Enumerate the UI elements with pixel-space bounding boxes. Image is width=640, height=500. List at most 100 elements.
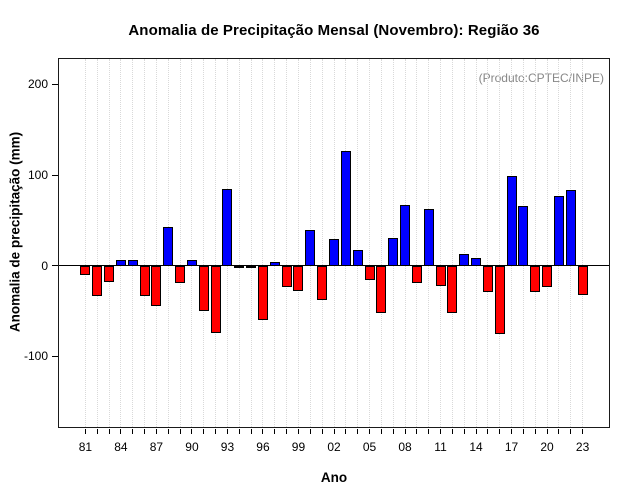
bar (210, 265, 221, 333)
bar (198, 265, 209, 311)
bar (447, 265, 458, 313)
y-tick-label: 0 (41, 258, 48, 273)
x-tick-mark (108, 429, 110, 434)
x-tick-label: 08 (398, 440, 412, 454)
bar (305, 230, 316, 266)
bar (127, 260, 138, 266)
x-tick-mark (321, 429, 323, 434)
x-tick-mark (144, 429, 146, 434)
gridline (262, 59, 264, 427)
bar (364, 265, 375, 281)
x-tick-mark (582, 429, 584, 434)
gridline (179, 59, 181, 427)
x-tick-mark (309, 429, 311, 434)
x-tick-label: 23 (575, 440, 590, 454)
y-tick-mark (52, 83, 58, 85)
x-tick-mark (570, 429, 572, 434)
x-tick-label: 14 (469, 440, 483, 454)
bar (518, 205, 529, 266)
gridline (132, 59, 134, 427)
x-tick-label: 02 (327, 440, 341, 454)
gridline (144, 59, 146, 427)
y-tick-mark (52, 355, 58, 357)
bar (80, 265, 91, 275)
bar (435, 265, 446, 286)
bar (400, 204, 411, 266)
bar (376, 265, 387, 313)
x-tick-mark (475, 429, 477, 434)
gridline (215, 59, 217, 427)
x-tick-label: 90 (185, 440, 199, 454)
bar (340, 151, 351, 266)
plot-area: (Produto:CPTEC/INPE) (58, 58, 610, 428)
x-tick-mark (274, 429, 276, 434)
y-tick-label: -100 (23, 349, 48, 364)
x-tick-mark (155, 429, 157, 434)
gridline (416, 59, 418, 427)
gridline (203, 59, 205, 427)
x-tick-mark (357, 429, 359, 434)
x-tick-mark (203, 429, 205, 434)
x-tick-mark (250, 429, 252, 434)
bar (269, 262, 280, 266)
x-tick-mark (487, 429, 489, 434)
x-tick-mark (191, 429, 193, 434)
x-tick-label: 17 (504, 440, 519, 454)
x-axis-label: Ano (320, 470, 348, 485)
gridline (274, 59, 276, 427)
bar (151, 265, 162, 307)
bar (459, 253, 470, 266)
gridline (108, 59, 110, 427)
x-tick-mark (120, 429, 122, 434)
x-tick-mark (416, 429, 418, 434)
x-tick-mark (369, 429, 370, 434)
bar (234, 265, 245, 269)
bar (577, 265, 588, 295)
x-tick-mark (499, 429, 501, 434)
x-tick-mark (511, 429, 513, 434)
x-tick-mark (286, 429, 288, 434)
bar (281, 265, 292, 288)
bar (293, 265, 304, 292)
gridline (96, 59, 98, 427)
x-tick-label: 05 (362, 440, 377, 454)
bar (246, 265, 257, 268)
bar (92, 265, 103, 296)
gridline (238, 59, 240, 427)
bar (222, 188, 233, 266)
gridline (321, 59, 323, 427)
bar (104, 265, 115, 282)
y-axis-label: Anomalia de precipitação (mm) (7, 131, 23, 333)
bar (139, 265, 150, 296)
gridline (487, 59, 489, 427)
x-tick-mark (558, 429, 560, 434)
bar (352, 250, 363, 266)
x-tick-label: 11 (434, 440, 447, 454)
zero-line (59, 265, 609, 267)
x-tick-mark (132, 429, 134, 434)
x-tick-mark (262, 429, 264, 434)
bar (317, 265, 328, 301)
gridline (440, 59, 442, 427)
x-tick-mark (215, 429, 217, 434)
bar (471, 257, 482, 266)
x-tick-label: 84 (114, 440, 128, 454)
y-tick-label: 200 (27, 77, 48, 92)
bar (553, 195, 564, 266)
gridline (357, 59, 359, 427)
gridline (380, 59, 382, 427)
bar (388, 238, 399, 266)
bar (175, 265, 186, 283)
gridline (534, 59, 536, 427)
x-tick-mark (392, 429, 394, 434)
bar (530, 265, 541, 292)
bar (186, 260, 197, 266)
x-tick-mark (96, 429, 98, 434)
x-tick-mark (546, 429, 548, 434)
gridline (297, 59, 299, 427)
x-tick-mark (297, 429, 299, 434)
gridline (475, 59, 477, 427)
x-tick-mark (534, 429, 536, 434)
x-tick-mark (84, 429, 86, 434)
